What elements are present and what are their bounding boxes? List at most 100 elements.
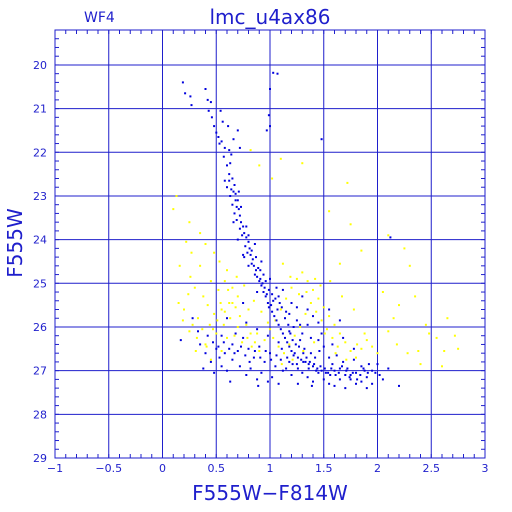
yellow-point — [301, 162, 304, 165]
yellow-point — [443, 350, 446, 352]
yellow-point — [352, 308, 355, 311]
y-axis-title: F555W — [3, 208, 27, 278]
yellow-point — [356, 343, 359, 346]
blue-point — [348, 376, 351, 379]
blue-point — [247, 234, 250, 237]
blue-point — [302, 352, 305, 355]
blue-point — [230, 153, 233, 156]
blue-point — [226, 164, 228, 167]
blue-point — [217, 136, 220, 138]
y-tick-label: 27 — [33, 365, 47, 378]
yellow-point — [323, 332, 326, 335]
blue-point — [334, 374, 337, 376]
blue-point — [299, 323, 302, 326]
blue-point — [272, 299, 275, 302]
blue-point — [209, 101, 212, 104]
blue-point — [231, 343, 234, 346]
blue-point — [275, 286, 278, 289]
yellow-point — [246, 336, 249, 339]
blue-point — [295, 306, 298, 309]
yellow-point — [376, 352, 379, 355]
blue-point — [190, 104, 193, 107]
blue-point — [387, 367, 390, 370]
y-tick-label: 25 — [33, 277, 47, 290]
blue-point — [240, 205, 242, 208]
y-tick-label: 21 — [33, 103, 47, 116]
yellow-point — [315, 310, 318, 313]
blue-point — [243, 232, 246, 235]
yellow-point — [333, 323, 336, 326]
blue-point — [305, 356, 308, 359]
blue-point — [306, 308, 309, 311]
blue-point — [337, 371, 340, 374]
blue-point — [285, 310, 288, 313]
blue-point — [317, 339, 320, 342]
blue-point — [371, 382, 374, 385]
blue-point — [212, 341, 214, 344]
blue-point — [229, 380, 232, 383]
blue-point — [220, 334, 223, 337]
blue-point — [320, 332, 323, 335]
blue-point — [241, 234, 244, 237]
blue-point — [307, 367, 310, 370]
blue-point — [242, 336, 245, 339]
yellow-point — [345, 358, 348, 361]
yellow-point — [392, 317, 395, 320]
blue-point — [331, 363, 334, 366]
blue-point — [249, 253, 252, 256]
blue-point — [250, 262, 253, 265]
blue-point — [253, 273, 256, 276]
blue-point — [259, 277, 262, 280]
x-tick-label: 1 — [267, 462, 274, 475]
yellow-point — [269, 328, 271, 331]
yellow-point — [266, 321, 269, 324]
yellow-point — [319, 284, 322, 287]
blue-point — [269, 277, 271, 280]
blue-point — [257, 384, 260, 387]
blue-point — [333, 369, 336, 372]
yellow-point — [349, 223, 352, 226]
plot-frame — [54, 29, 486, 459]
yellow-point — [395, 343, 398, 346]
yellow-point — [272, 336, 275, 339]
blue-point — [309, 352, 312, 355]
blue-point — [223, 352, 226, 355]
blue-point — [242, 225, 245, 228]
yellow-point — [187, 293, 190, 296]
blue-point — [266, 380, 269, 383]
yellow-point — [317, 297, 320, 300]
blue-point — [238, 365, 241, 368]
blue-point — [295, 363, 298, 366]
blue-point — [374, 371, 377, 374]
blue-point — [264, 295, 267, 298]
yellow-point — [241, 341, 244, 344]
yellow-point — [233, 334, 236, 337]
yellow-point — [197, 317, 199, 320]
yellow-point — [302, 350, 305, 352]
blue-point — [365, 376, 368, 379]
yellow-point — [223, 280, 226, 283]
blue-point — [213, 371, 216, 374]
yellow-point — [223, 310, 226, 313]
blue-point — [295, 319, 298, 322]
blue-point — [312, 365, 314, 368]
blue-point — [310, 384, 313, 387]
blue-point — [360, 380, 363, 383]
blue-point — [247, 240, 250, 243]
yellow-point — [283, 352, 285, 355]
yellow-point — [258, 164, 261, 167]
yellow-point — [258, 350, 261, 352]
blue-point — [220, 140, 223, 143]
blue-point — [209, 360, 212, 363]
blue-point — [263, 360, 266, 363]
blue-point — [275, 354, 278, 357]
yellow-point — [309, 302, 312, 304]
yellow-point — [341, 295, 343, 298]
yellow-point — [234, 306, 237, 309]
blue-point — [317, 371, 320, 374]
y-tick-label: 22 — [33, 146, 47, 159]
yellow-point — [417, 350, 420, 352]
yellow-point — [299, 326, 302, 328]
blue-point — [274, 365, 277, 368]
blue-point — [302, 360, 305, 363]
